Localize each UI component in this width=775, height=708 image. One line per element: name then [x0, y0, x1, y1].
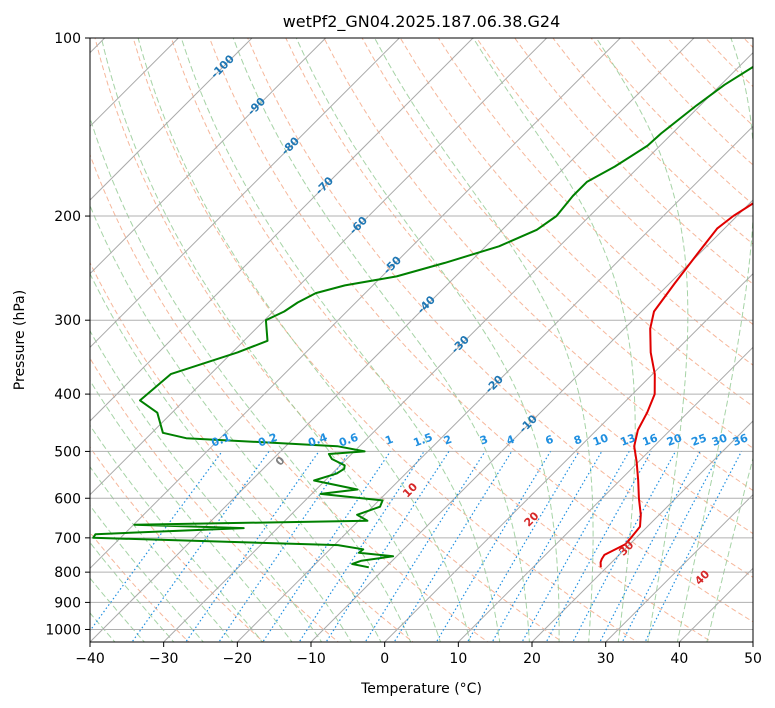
y-tick-label: 500 [54, 444, 81, 460]
x-tick-label: −40 [75, 651, 105, 667]
temperature-profile-line [599, 202, 753, 568]
isotherm-line [90, 38, 474, 422]
mixing-ratio-line [599, 451, 701, 642]
y-tick-label: 600 [54, 491, 81, 507]
mixing-ratio-label: 16 [641, 431, 660, 449]
x-tick-label: −10 [296, 651, 326, 667]
y-tick-label: 900 [54, 595, 81, 611]
mixing-ratio-label: 3 [478, 433, 490, 448]
mixing-ratio-line [621, 451, 722, 642]
moist-adiabat-line [472, 38, 636, 642]
isotherm-line [90, 38, 253, 201]
x-tick-label: 30 [597, 651, 615, 667]
mixing-ratio-label: 1.5 [412, 431, 435, 450]
mixing-ratio-label: 30 [710, 431, 729, 449]
mixing-ratio-line [262, 451, 391, 642]
mixing-ratio-line [218, 451, 351, 642]
moist-adiabat-line [90, 379, 293, 642]
y-tick-label: 700 [54, 531, 81, 547]
dry-adiabat-line [323, 38, 753, 492]
dry-adiabat-line [90, 446, 265, 642]
mixing-ratio-line [131, 451, 270, 642]
dewpoint-profile-line [92, 65, 753, 569]
mixing-ratio-label: 36 [731, 431, 750, 449]
x-tick-label: −20 [223, 651, 253, 667]
moist-adiabat-line [180, 38, 501, 642]
mixing-ratio-line [298, 451, 425, 642]
mixing-ratio-label: 2 [442, 433, 454, 448]
y-tick-label: 1000 [45, 622, 81, 638]
mixing-ratio-label: 0.6 [337, 431, 360, 450]
isotherm-line [90, 38, 621, 570]
y-axis-label: Pressure (hPa) [12, 290, 28, 390]
dry-adiabat-line [476, 38, 753, 326]
isotherm-line [90, 38, 548, 496]
dry-adiabat-line [361, 38, 753, 449]
mixing-ratio-line [325, 451, 450, 642]
mixing-ratio-line [393, 451, 513, 642]
mixing-ratio-line [466, 451, 580, 642]
mixing-ratio-label: 0.2 [256, 431, 279, 450]
mixing-ratio-label: 0.4 [306, 431, 329, 450]
x-tick-label: 10 [449, 651, 467, 667]
x-tick-label: 40 [670, 651, 688, 667]
moist-adiabat-line [374, 38, 594, 642]
mixing-ratio-label: 25 [690, 431, 709, 448]
moist-adiabat-line [295, 38, 560, 642]
moist-adiabat-line [90, 329, 323, 642]
dry-adiabat-line [94, 38, 564, 642]
mixing-ratio-label: 20 [665, 431, 684, 449]
mixing-ratio-line [364, 451, 486, 642]
moist-adiabat-line [232, 38, 530, 642]
mixing-ratio-line [545, 451, 652, 642]
isotherm-line [90, 38, 400, 349]
y-tick-label: 100 [54, 31, 81, 47]
isotherm-line [90, 38, 327, 275]
y-tick-label: 200 [54, 209, 81, 225]
mixing-ratio-label: 4 [505, 433, 517, 448]
x-tick-label: 50 [744, 651, 762, 667]
mixing-ratio-label: 13 [619, 431, 638, 448]
chart-title: wetPf2_GN04.2025.187.06.38.G24 [283, 12, 561, 32]
y-tick-label: 800 [54, 565, 81, 581]
mixing-ratio-label: 8 [572, 433, 584, 448]
isotherm-line [310, 199, 753, 642]
x-tick-label: 0 [380, 651, 389, 667]
mixing-ratio-label: 10 [591, 431, 610, 449]
mixing-ratio-line [572, 451, 677, 642]
dry-adiabat-line [285, 38, 753, 535]
isotherm-line [531, 420, 753, 642]
moist-adiabat-line [595, 38, 689, 642]
mixing-ratio-label: 1 [383, 433, 395, 448]
y-tick-label: 300 [54, 313, 81, 329]
mixing-ratio-label: 6 [544, 433, 556, 448]
plot-frame [89, 37, 754, 643]
isotherm-line [236, 125, 753, 642]
x-axis-label: Temperature (°C) [360, 681, 482, 697]
x-tick-label: 20 [523, 651, 541, 667]
isotherm-line [605, 493, 753, 642]
mixing-ratio-label: 0.1 [210, 431, 233, 450]
mixing-ratio-line [90, 451, 223, 632]
dry-adiabat-line [437, 38, 753, 366]
isotherm-line [163, 51, 753, 642]
isotherm-line [384, 272, 753, 642]
mixing-ratio-line [435, 451, 552, 642]
dry-adiabat-line [90, 153, 489, 642]
y-tick-label: 400 [54, 387, 81, 403]
dry-adiabat-line [90, 357, 339, 642]
isotherm-line [457, 346, 753, 642]
mixing-ratio-line [185, 451, 320, 642]
x-tick-label: −30 [149, 651, 179, 667]
